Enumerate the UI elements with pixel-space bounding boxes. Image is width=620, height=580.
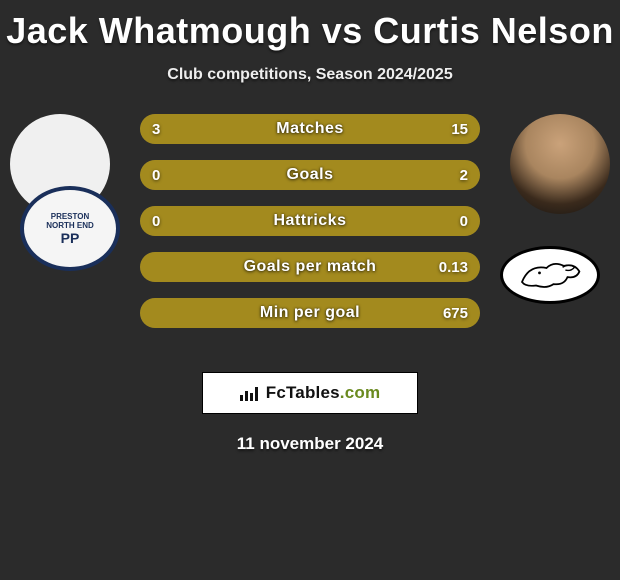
stat-bars: Matches315Goals02Hattricks00Goals per ma… <box>140 114 480 344</box>
stat-label: Matches <box>140 114 480 144</box>
stat-value-right: 15 <box>439 114 480 144</box>
player1-club-crest: PRESTONNORTH ENDPP <box>20 186 120 271</box>
stat-row: Goals0 2 <box>140 160 480 190</box>
stat-label: Hattricks <box>140 206 480 236</box>
stat-label: Goals <box>140 160 480 190</box>
stat-value-left: 3 <box>140 114 172 144</box>
stat-row: Min per goal675 <box>140 298 480 328</box>
ram-icon <box>515 255 585 295</box>
stat-row: Matches3 15 <box>140 114 480 144</box>
player2-club-crest <box>500 246 600 304</box>
page-title: Jack Whatmough vs Curtis Nelson <box>0 0 620 52</box>
stat-value-right: 0.13 <box>427 252 480 282</box>
stat-value-right: 2 <box>448 160 480 190</box>
player2-photo <box>510 114 610 214</box>
stat-value-left: 0 <box>140 160 172 190</box>
brand-box: FcTables.com <box>202 372 418 414</box>
comparison-panel: PRESTONNORTH ENDPP Matches315Goals02Hatt… <box>0 114 620 354</box>
stat-value-left <box>140 298 164 328</box>
stat-value-left: 0 <box>140 206 172 236</box>
brand-text: FcTables.com <box>266 383 381 403</box>
stat-value-left <box>140 252 164 282</box>
stat-label: Min per goal <box>140 298 480 328</box>
stat-value-right: 0 <box>448 206 480 236</box>
subtitle: Club competitions, Season 2024/2025 <box>0 66 620 84</box>
date-text: 11 november 2024 <box>0 434 620 454</box>
stat-row: Hattricks0 0 <box>140 206 480 236</box>
stat-value-right: 675 <box>431 298 480 328</box>
stat-row: Goals per match0.13 <box>140 252 480 282</box>
bar-chart-icon <box>240 385 260 401</box>
crest-text: PRESTONNORTH ENDPP <box>46 212 94 246</box>
